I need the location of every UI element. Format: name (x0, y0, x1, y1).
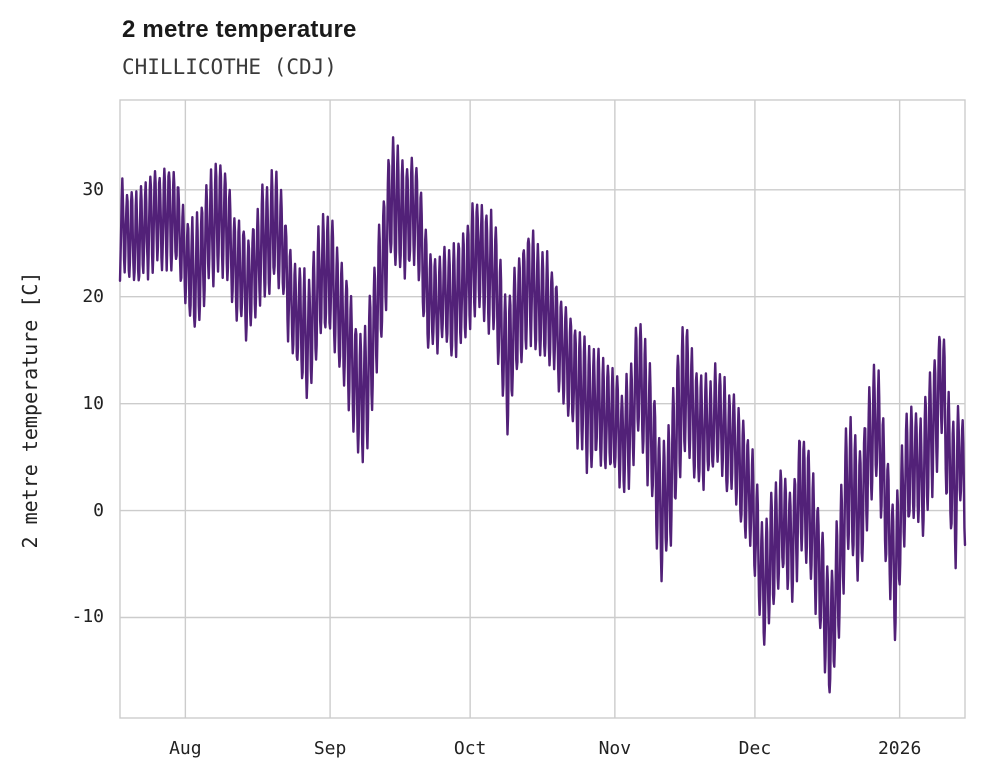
x-tick-label: Oct (453, 738, 487, 759)
chart-subtitle-station: CHILLICOTHE (CDJ) (122, 55, 337, 79)
y-tick-label: 0 (93, 499, 104, 521)
x-tick-label: Aug (169, 738, 202, 759)
x-tick-label: 2026 (877, 738, 922, 759)
x-tick-label: Sep (313, 738, 347, 759)
y-tick-label: 10 (82, 392, 104, 414)
x-tick-label: Dec (738, 738, 772, 759)
x-tick-label: Nov (598, 738, 632, 759)
y-tick-label: -10 (71, 606, 104, 628)
y-tick-label: 20 (82, 285, 104, 307)
y-tick-label: 30 (82, 178, 104, 200)
chart-title: 2 metre temperature (122, 16, 357, 43)
